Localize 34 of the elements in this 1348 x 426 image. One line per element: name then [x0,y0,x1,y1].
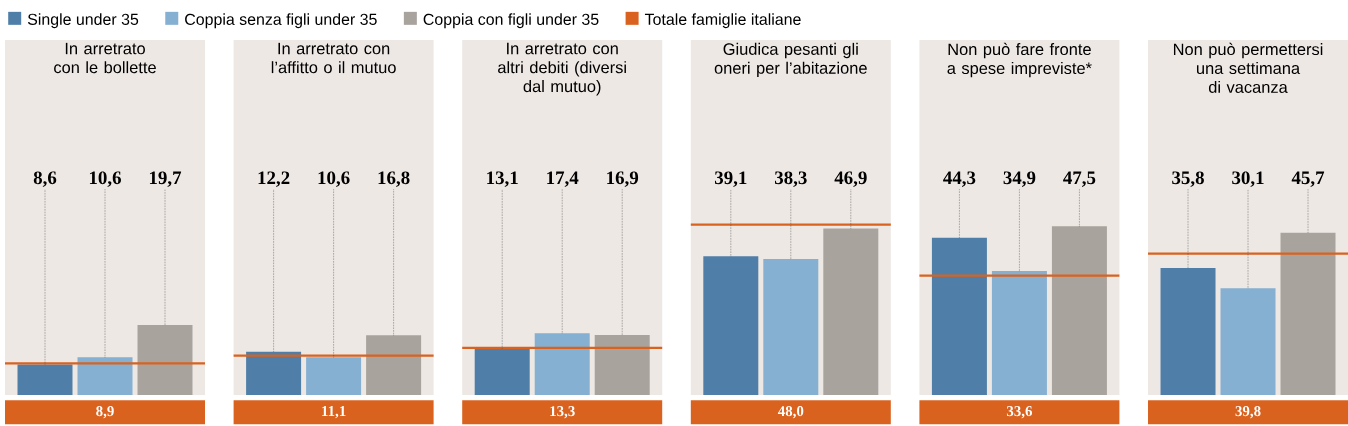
text: Non può fare fronte a spese impreviste* [947,42,1092,78]
text: In arretrato con l’affitto o il mutuo [271,42,396,74]
text: Non può permettersi una settimana di vacanza [1173,42,1323,93]
data-label: 12,2 [258,171,290,187]
data-label: 35,8 [1172,171,1204,187]
data-label: 39,1 [714,171,747,187]
legend-label: Coppia senza figli under 35 [185,13,377,29]
data-label: 10,6 [89,171,121,187]
data-label: 45,7 [1291,171,1325,187]
data-label: 8,6 [33,171,57,187]
data-label: 44,3 [943,171,976,187]
text: 11,1 [322,406,346,419]
data-label: 13,1 [487,171,518,187]
text: Totale famiglie italiane [644,13,801,29]
data-label: 19,7 [149,171,182,187]
data-label: 16,9 [607,171,639,187]
data-label: 30,1 [1232,171,1264,187]
legend-label: Coppia con figli under 35 [423,13,599,29]
text: In arretrato con le bollette [54,42,156,74]
text: 8,9 [96,406,114,419]
data-label: 34,9 [1003,171,1036,187]
legend-label: Single under 35 [27,13,139,29]
text: 48,0 [777,406,804,419]
data-label: 16,8 [378,171,410,187]
text: 13,3 [550,406,575,419]
data-label: 46,9 [834,171,867,187]
data-label: 38,3 [774,171,807,187]
data-label: 10,6 [318,171,350,187]
data-label: 47,5 [1063,171,1096,187]
text: 39,8 [1235,406,1261,419]
data-label: 17,4 [547,171,579,187]
text: Giudica pesanti gli oneri per l’abitazione [714,42,867,78]
text: 33,6 [1006,406,1033,419]
text: In arretrato con altri debiti (diversi dal mutuo) [498,42,626,96]
